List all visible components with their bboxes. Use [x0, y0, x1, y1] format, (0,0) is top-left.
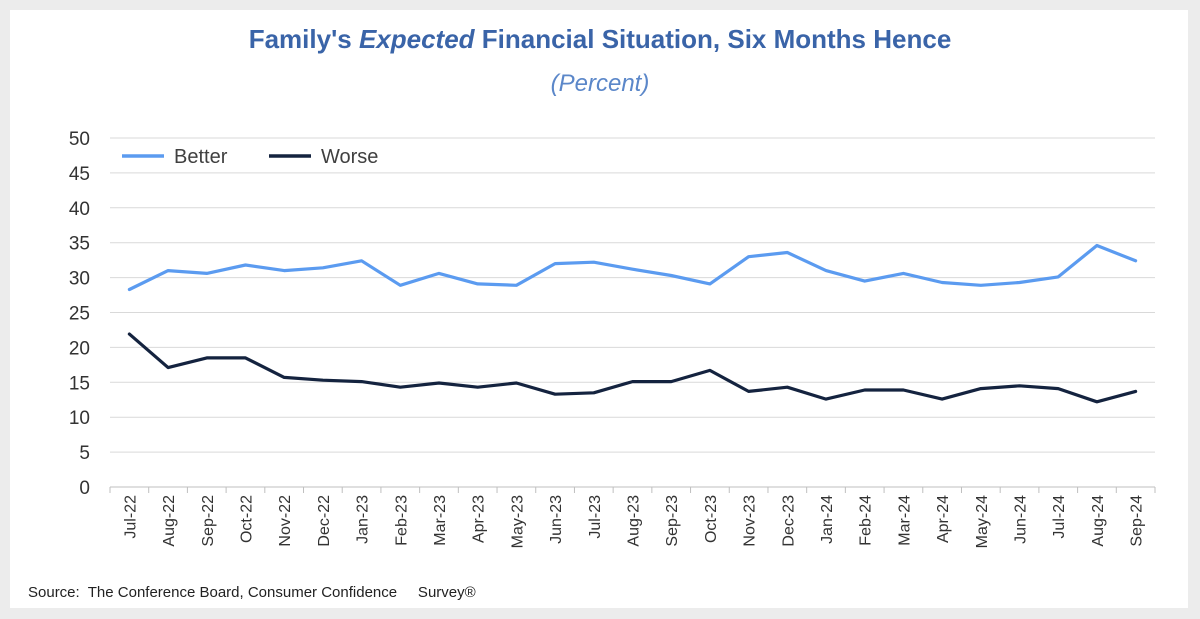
x-tick-label: May-23 — [509, 495, 526, 548]
chart-panel — [10, 10, 1188, 608]
x-tick-label: Sep-22 — [200, 495, 217, 547]
x-tick-label: Jul-22 — [122, 495, 139, 539]
x-tick-label: Nov-23 — [742, 495, 759, 547]
gridlines — [110, 137, 1155, 453]
chart-title: Family's Expected Financial Situation, S… — [0, 24, 1200, 55]
x-tick-label: Dec-22 — [316, 495, 333, 547]
x-tick-label: Oct-22 — [238, 495, 255, 543]
y-tick-label: 10 — [69, 408, 90, 429]
x-tick-label: Jun-24 — [1013, 495, 1030, 544]
x-tick-label: Dec-23 — [780, 495, 797, 547]
x-tick-label: Sep-23 — [664, 495, 681, 547]
x-axis: Jul-22 Aug-22 Sep-22 Oct-22 Nov-22 Dec-22 Jan-… — [109, 486, 1156, 548]
x-tick-label: Nov-22 — [277, 495, 294, 547]
y-tick-label: 15 — [69, 373, 90, 394]
x-tick-label: Aug-23 — [626, 495, 643, 547]
x-tick-label: Feb-23 — [393, 495, 410, 546]
y-tick-label: 20 — [69, 338, 90, 359]
series-line-better — [127, 243, 1138, 292]
x-tick-label: Aug-24 — [1090, 495, 1107, 547]
x-tick-label: Mar-23 — [432, 495, 449, 546]
chart-title-part3: Financial Situation, Six Months Hence — [474, 24, 952, 54]
legend-label-worse: Worse — [321, 146, 378, 168]
y-tick-label: 40 — [69, 199, 90, 220]
y-tick-label: 25 — [69, 304, 90, 325]
x-tick-label: May-24 — [974, 495, 991, 548]
chart-subtitle: (Percent) — [550, 70, 650, 97]
series-layer — [127, 243, 1138, 404]
x-tick-label: Jul-23 — [587, 495, 604, 539]
y-axis: 0 5 10 15 20 25 30 35 40 45 50 — [69, 129, 90, 499]
x-tick-label: Jan-23 — [355, 495, 372, 544]
y-tick-label: 45 — [69, 164, 90, 185]
series-line-worse — [127, 332, 1138, 404]
x-tick-label: Sep-24 — [1129, 495, 1146, 547]
legend-label-better: Better — [174, 146, 228, 168]
x-tick-label: Aug-22 — [161, 495, 178, 547]
x-tick-label: Oct-23 — [703, 495, 720, 543]
x-tick-label: Apr-24 — [935, 495, 952, 543]
y-tick-label: 35 — [69, 234, 90, 255]
x-tick-label: Jun-23 — [548, 495, 565, 544]
x-tick-label: Jan-24 — [819, 495, 836, 544]
chart-title-part1: Family's — [248, 24, 359, 54]
y-tick-label: 50 — [69, 129, 90, 150]
legend: Better Worse — [122, 146, 378, 168]
source-note: Source: The Conference Board, Consumer C… — [28, 584, 476, 601]
x-tick-label: Apr-23 — [471, 495, 488, 543]
y-tick-label: 5 — [79, 443, 90, 464]
x-tick-label: Jul-24 — [1051, 495, 1068, 539]
chart-title-emphasis: Expected — [358, 24, 475, 54]
y-tick-label: 0 — [79, 478, 90, 499]
y-tick-label: 30 — [69, 269, 90, 290]
x-tick-label: Feb-24 — [858, 495, 875, 546]
x-tick-label: Mar-24 — [896, 495, 913, 546]
